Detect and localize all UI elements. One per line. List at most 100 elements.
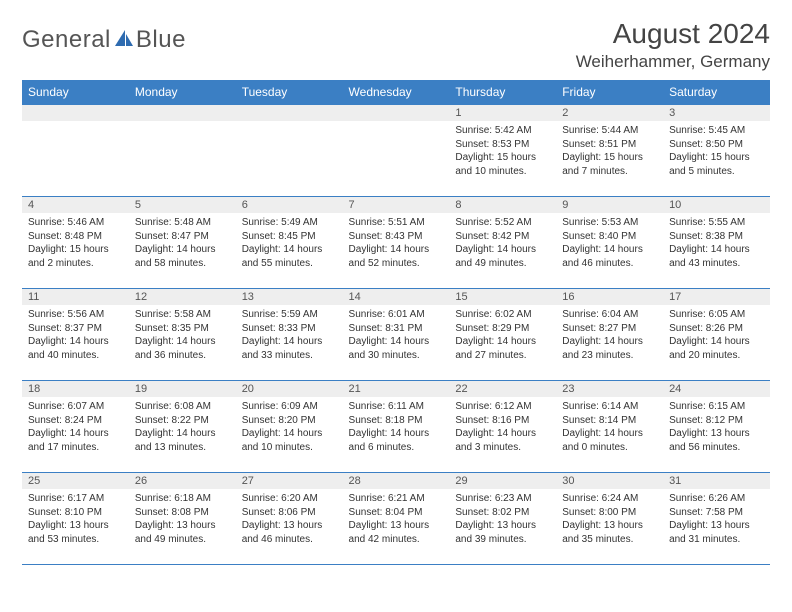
- location-label: Weiherhammer, Germany: [576, 52, 770, 72]
- sunrise-line: Sunrise: 5:45 AM: [669, 124, 764, 138]
- sunrise-line: Sunrise: 5:51 AM: [349, 216, 444, 230]
- calendar-day-cell: 27Sunrise: 6:20 AMSunset: 8:06 PMDayligh…: [236, 473, 343, 565]
- daylight-line: Daylight: 13 hours and 42 minutes.: [349, 519, 444, 546]
- day-number: 27: [236, 473, 343, 489]
- sunrise-line: Sunrise: 6:09 AM: [242, 400, 337, 414]
- sunrise-line: Sunrise: 6:07 AM: [28, 400, 123, 414]
- day-details: Sunrise: 6:21 AMSunset: 8:04 PMDaylight:…: [343, 489, 450, 550]
- sunrise-line: Sunrise: 5:42 AM: [455, 124, 550, 138]
- daylight-line: Daylight: 14 hours and 27 minutes.: [455, 335, 550, 362]
- day-number: 25: [22, 473, 129, 489]
- sunset-line: Sunset: 8:42 PM: [455, 230, 550, 244]
- calendar-week-row: 25Sunrise: 6:17 AMSunset: 8:10 PMDayligh…: [22, 473, 770, 565]
- day-details: Sunrise: 6:08 AMSunset: 8:22 PMDaylight:…: [129, 397, 236, 458]
- day-details: Sunrise: 5:51 AMSunset: 8:43 PMDaylight:…: [343, 213, 450, 274]
- daylight-line: Daylight: 15 hours and 7 minutes.: [562, 151, 657, 178]
- day-details: Sunrise: 6:11 AMSunset: 8:18 PMDaylight:…: [343, 397, 450, 458]
- day-details: Sunrise: 5:59 AMSunset: 8:33 PMDaylight:…: [236, 305, 343, 366]
- calendar-day-cell: 28Sunrise: 6:21 AMSunset: 8:04 PMDayligh…: [343, 473, 450, 565]
- day-number: 4: [22, 197, 129, 213]
- sunset-line: Sunset: 8:26 PM: [669, 322, 764, 336]
- brand-text-1: General: [22, 26, 111, 54]
- sunrise-line: Sunrise: 6:01 AM: [349, 308, 444, 322]
- day-number: 3: [663, 105, 770, 121]
- day-number: 8: [449, 197, 556, 213]
- day-number: 22: [449, 381, 556, 397]
- day-details: Sunrise: 5:44 AMSunset: 8:51 PMDaylight:…: [556, 121, 663, 182]
- sunrise-line: Sunrise: 5:44 AM: [562, 124, 657, 138]
- sunrise-line: Sunrise: 5:55 AM: [669, 216, 764, 230]
- day-details: Sunrise: 6:04 AMSunset: 8:27 PMDaylight:…: [556, 305, 663, 366]
- calendar-week-row: 11Sunrise: 5:56 AMSunset: 8:37 PMDayligh…: [22, 289, 770, 381]
- sunset-line: Sunset: 8:48 PM: [28, 230, 123, 244]
- day-details: Sunrise: 5:56 AMSunset: 8:37 PMDaylight:…: [22, 305, 129, 366]
- sunset-line: Sunset: 8:31 PM: [349, 322, 444, 336]
- daylight-line: Daylight: 14 hours and 49 minutes.: [455, 243, 550, 270]
- day-details: Sunrise: 6:17 AMSunset: 8:10 PMDaylight:…: [22, 489, 129, 550]
- weekday-header: Wednesday: [343, 80, 450, 105]
- sunset-line: Sunset: 7:58 PM: [669, 506, 764, 520]
- calendar-week-row: 4 Sunrise: 5:46 AMSunset: 8:48 PM Daylight…: [22, 197, 770, 289]
- sunrise-line: Sunrise: 6:02 AM: [455, 308, 550, 322]
- sunset-line: Sunset: 8:06 PM: [242, 506, 337, 520]
- day-number: 23: [556, 381, 663, 397]
- calendar-day-cell: 4Sunrise: 5:46 AMSunset: 8:48 PMDaylight…: [22, 197, 129, 289]
- daylight-line: Daylight: 14 hours and 20 minutes.: [669, 335, 764, 362]
- day-number: 18: [22, 381, 129, 397]
- weekday-header: Saturday: [663, 80, 770, 105]
- sunset-line: Sunset: 8:38 PM: [669, 230, 764, 244]
- day-number: 26: [129, 473, 236, 489]
- sunrise-line: Sunrise: 5:48 AM: [135, 216, 230, 230]
- day-number: [129, 105, 236, 121]
- calendar-day-cell: 20Sunrise: 6:09 AMSunset: 8:20 PMDayligh…: [236, 381, 343, 473]
- day-details: Sunrise: 5:53 AMSunset: 8:40 PMDaylight:…: [556, 213, 663, 274]
- sunrise-line: Sunrise: 5:58 AM: [135, 308, 230, 322]
- sunrise-line: Sunrise: 6:24 AM: [562, 492, 657, 506]
- calendar-page: General Blue August 2024 Weiherhammer, G…: [0, 0, 792, 579]
- day-number: 19: [129, 381, 236, 397]
- sunset-line: Sunset: 8:12 PM: [669, 414, 764, 428]
- sunrise-line: Sunrise: 6:08 AM: [135, 400, 230, 414]
- sunrise-line: Sunrise: 6:14 AM: [562, 400, 657, 414]
- day-number: 24: [663, 381, 770, 397]
- calendar-day-cell: 21Sunrise: 6:11 AMSunset: 8:18 PMDayligh…: [343, 381, 450, 473]
- daylight-line: Daylight: 13 hours and 31 minutes.: [669, 519, 764, 546]
- day-number: [236, 105, 343, 121]
- daylight-line: Daylight: 14 hours and 6 minutes.: [349, 427, 444, 454]
- calendar-week-row: 18Sunrise: 6:07 AMSunset: 8:24 PMDayligh…: [22, 381, 770, 473]
- day-details: Sunrise: 6:24 AMSunset: 8:00 PMDaylight:…: [556, 489, 663, 550]
- sunrise-line: Sunrise: 5:46 AM: [28, 216, 123, 230]
- day-number: 31: [663, 473, 770, 489]
- sunrise-line: Sunrise: 6:21 AM: [349, 492, 444, 506]
- sunset-line: Sunset: 8:22 PM: [135, 414, 230, 428]
- sunset-line: Sunset: 8:02 PM: [455, 506, 550, 520]
- calendar-week-row: 1Sunrise: 5:42 AMSunset: 8:53 PMDaylight…: [22, 105, 770, 197]
- weekday-header: Friday: [556, 80, 663, 105]
- sunset-line: Sunset: 8:10 PM: [28, 506, 123, 520]
- day-number: 14: [343, 289, 450, 305]
- sunrise-line: Sunrise: 5:49 AM: [242, 216, 337, 230]
- sunset-line: Sunset: 8:08 PM: [135, 506, 230, 520]
- calendar-day-cell: 10Sunrise: 5:55 AMSunset: 8:38 PMDayligh…: [663, 197, 770, 289]
- day-details: Sunrise: 6:02 AMSunset: 8:29 PMDaylight:…: [449, 305, 556, 366]
- day-number: 30: [556, 473, 663, 489]
- sunset-line: Sunset: 8:53 PM: [455, 138, 550, 152]
- calendar-day-cell: 29Sunrise: 6:23 AMSunset: 8:02 PMDayligh…: [449, 473, 556, 565]
- weekday-header: Tuesday: [236, 80, 343, 105]
- calendar-day-cell: 2Sunrise: 5:44 AMSunset: 8:51 PMDaylight…: [556, 105, 663, 197]
- day-number: 11: [22, 289, 129, 305]
- calendar-table: Sunday Monday Tuesday Wednesday Thursday…: [22, 80, 770, 565]
- daylight-line: Daylight: 15 hours and 5 minutes.: [669, 151, 764, 178]
- sunrise-line: Sunrise: 6:05 AM: [669, 308, 764, 322]
- day-number: 16: [556, 289, 663, 305]
- calendar-day-cell: 23Sunrise: 6:14 AMSunset: 8:14 PMDayligh…: [556, 381, 663, 473]
- weekday-header: Monday: [129, 80, 236, 105]
- day-details: Sunrise: 6:12 AMSunset: 8:16 PMDaylight:…: [449, 397, 556, 458]
- sunset-line: Sunset: 8:29 PM: [455, 322, 550, 336]
- sunrise-line: Sunrise: 5:52 AM: [455, 216, 550, 230]
- sunset-line: Sunset: 8:50 PM: [669, 138, 764, 152]
- calendar-day-cell: 6Sunrise: 5:49 AMSunset: 8:45 PMDaylight…: [236, 197, 343, 289]
- calendar-day-cell: 3 Sunrise: 5:45 AMSunset: 8:50 PMDaylight…: [663, 105, 770, 197]
- sunset-line: Sunset: 8:35 PM: [135, 322, 230, 336]
- calendar-day-cell: 13Sunrise: 5:59 AMSunset: 8:33 PMDayligh…: [236, 289, 343, 381]
